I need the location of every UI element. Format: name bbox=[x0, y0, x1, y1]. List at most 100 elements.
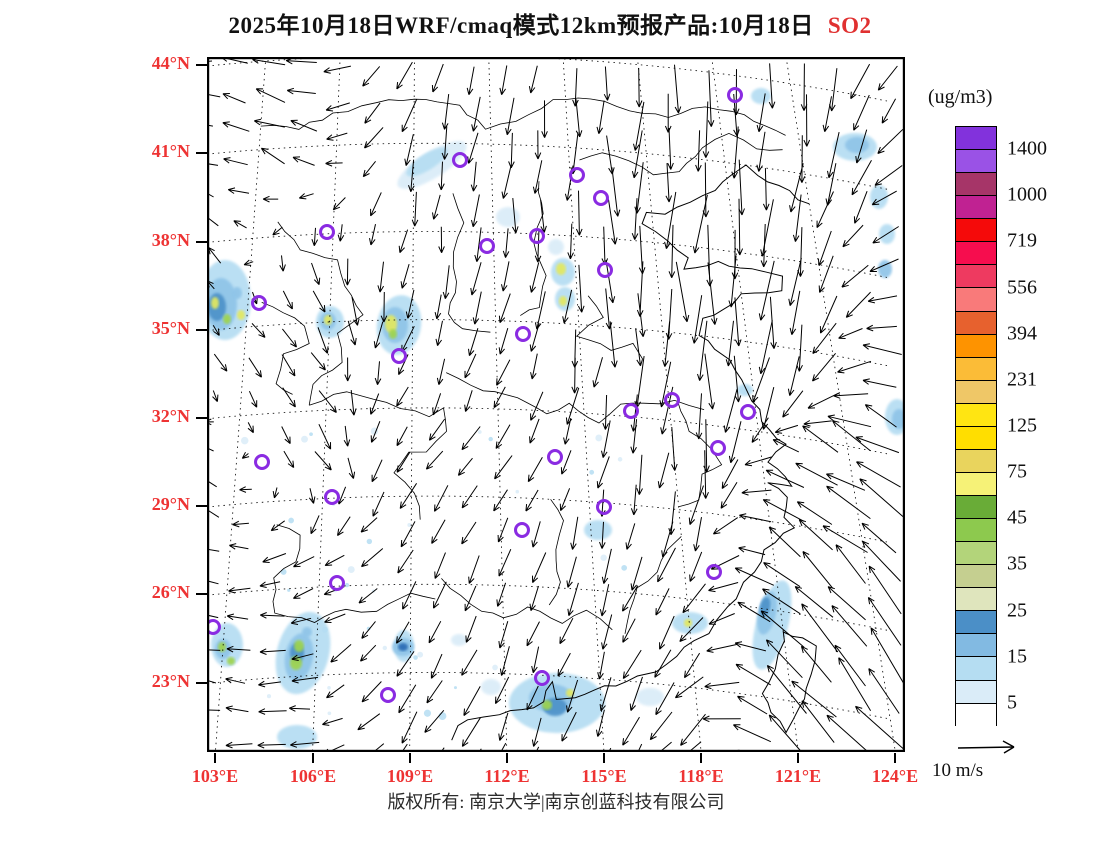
wind-scale-label: 10 m/s bbox=[932, 760, 984, 781]
wind-arrow bbox=[208, 246, 222, 264]
wind-arrow bbox=[430, 653, 443, 679]
wind-arrow bbox=[601, 420, 611, 458]
wind-arrow bbox=[622, 716, 640, 746]
wind-arrow bbox=[855, 436, 900, 454]
wind-arrow bbox=[541, 100, 548, 138]
wind-arrow bbox=[762, 499, 805, 522]
wind-arrow bbox=[322, 717, 343, 726]
city-marker bbox=[479, 238, 495, 254]
wind-arrow bbox=[286, 87, 316, 95]
wind-arrow bbox=[707, 70, 715, 127]
graticule-parallel bbox=[208, 231, 888, 278]
city-marker bbox=[319, 224, 335, 240]
wind-arrow bbox=[812, 352, 836, 382]
wind-arrow bbox=[802, 551, 834, 589]
colorbar-segment bbox=[956, 265, 996, 289]
city-marker bbox=[391, 348, 407, 364]
province-border bbox=[575, 295, 643, 360]
wind-arrow bbox=[405, 289, 415, 319]
wind-arrow bbox=[682, 583, 706, 614]
graticule-meridian bbox=[312, 58, 341, 751]
city-marker bbox=[254, 454, 270, 470]
colorbar-segment bbox=[956, 380, 996, 404]
province-border bbox=[448, 193, 491, 333]
wind-arrow bbox=[208, 649, 221, 651]
city-marker bbox=[569, 167, 585, 183]
wind-arrow bbox=[800, 63, 808, 111]
wind-arrow bbox=[318, 390, 337, 413]
colorbar-tick-label: 45 bbox=[1007, 506, 1027, 529]
wind-arrow bbox=[457, 457, 473, 476]
wind-arrow bbox=[470, 262, 482, 296]
graticule-parallel bbox=[208, 142, 888, 190]
wind-arrow bbox=[765, 639, 803, 679]
lat-tick bbox=[196, 505, 207, 507]
wind-arrow bbox=[279, 255, 286, 272]
graticule-meridian bbox=[562, 58, 605, 751]
wind-arrow bbox=[675, 261, 690, 323]
wind-arrow bbox=[826, 485, 871, 520]
wind-arrow bbox=[601, 548, 612, 584]
wind-arrow bbox=[396, 452, 411, 473]
wind-arrow bbox=[570, 516, 579, 550]
wind-arrow bbox=[282, 328, 297, 348]
wind-arrow bbox=[853, 94, 870, 131]
wind-arrow bbox=[432, 393, 442, 416]
wind-arrow bbox=[655, 682, 675, 716]
wind-arrow bbox=[733, 724, 772, 743]
wind-arrow bbox=[868, 565, 902, 615]
lat-tick-label: 35°N bbox=[151, 318, 190, 338]
wind-arrow bbox=[433, 581, 447, 609]
wind-arrow bbox=[734, 567, 775, 586]
wind-arrow bbox=[467, 132, 479, 164]
so2-plume bbox=[232, 287, 242, 299]
colorbar-segment bbox=[956, 311, 996, 335]
so2-speck bbox=[438, 712, 447, 720]
wind-arrow bbox=[529, 262, 540, 293]
colorbar-segment bbox=[956, 173, 996, 197]
wind-arrow bbox=[281, 354, 296, 377]
wind-arrow bbox=[734, 641, 767, 652]
wind-arrow bbox=[877, 128, 904, 154]
wind-arrow bbox=[310, 352, 326, 371]
wind-arrow bbox=[796, 501, 833, 525]
wind-arrow bbox=[877, 65, 898, 91]
colorbar-tick-label: 125 bbox=[1007, 414, 1037, 437]
wind-arrow bbox=[532, 552, 547, 583]
wind-arrow bbox=[768, 714, 801, 751]
wind-arrow bbox=[869, 258, 899, 272]
wind-arrow bbox=[867, 596, 902, 646]
wind-arrow bbox=[596, 100, 605, 134]
wind-arrow bbox=[622, 585, 639, 612]
wind-arrow bbox=[725, 320, 734, 367]
colorbar-segment bbox=[956, 588, 996, 612]
so2-plume bbox=[481, 679, 501, 695]
wind-arrow bbox=[351, 296, 360, 326]
wind-arrow bbox=[720, 482, 738, 509]
wind-arrow bbox=[756, 131, 766, 172]
wind-arrow bbox=[774, 424, 799, 434]
wind-arrow bbox=[789, 163, 804, 213]
wind-arrow bbox=[832, 420, 871, 452]
wind-arrow bbox=[330, 644, 352, 663]
wind-arrow bbox=[208, 580, 219, 585]
wind-arrow bbox=[577, 264, 585, 313]
wind-arrow bbox=[853, 191, 868, 224]
wind-arrow bbox=[831, 605, 868, 647]
so2-speck bbox=[589, 469, 595, 475]
wind-arrow bbox=[712, 517, 738, 535]
wind-arrow bbox=[766, 664, 807, 714]
wind-arrow bbox=[529, 323, 540, 352]
wind-arrow bbox=[248, 390, 258, 408]
wind-arrow bbox=[528, 65, 538, 94]
colorbar-tick-label: 556 bbox=[1007, 276, 1037, 299]
so2-speck bbox=[327, 686, 331, 690]
page-title: 2025年10月18日WRF/cmaq模式12km预报产品:10月18日 SO2 bbox=[150, 6, 950, 40]
wind-arrow bbox=[312, 290, 326, 313]
wind-arrow bbox=[816, 191, 834, 228]
wind-arrow bbox=[622, 649, 642, 680]
wind-arrow bbox=[708, 582, 739, 593]
colorbar-segment bbox=[956, 219, 996, 243]
wind-arrow bbox=[291, 653, 314, 661]
wind-arrow bbox=[603, 66, 611, 101]
